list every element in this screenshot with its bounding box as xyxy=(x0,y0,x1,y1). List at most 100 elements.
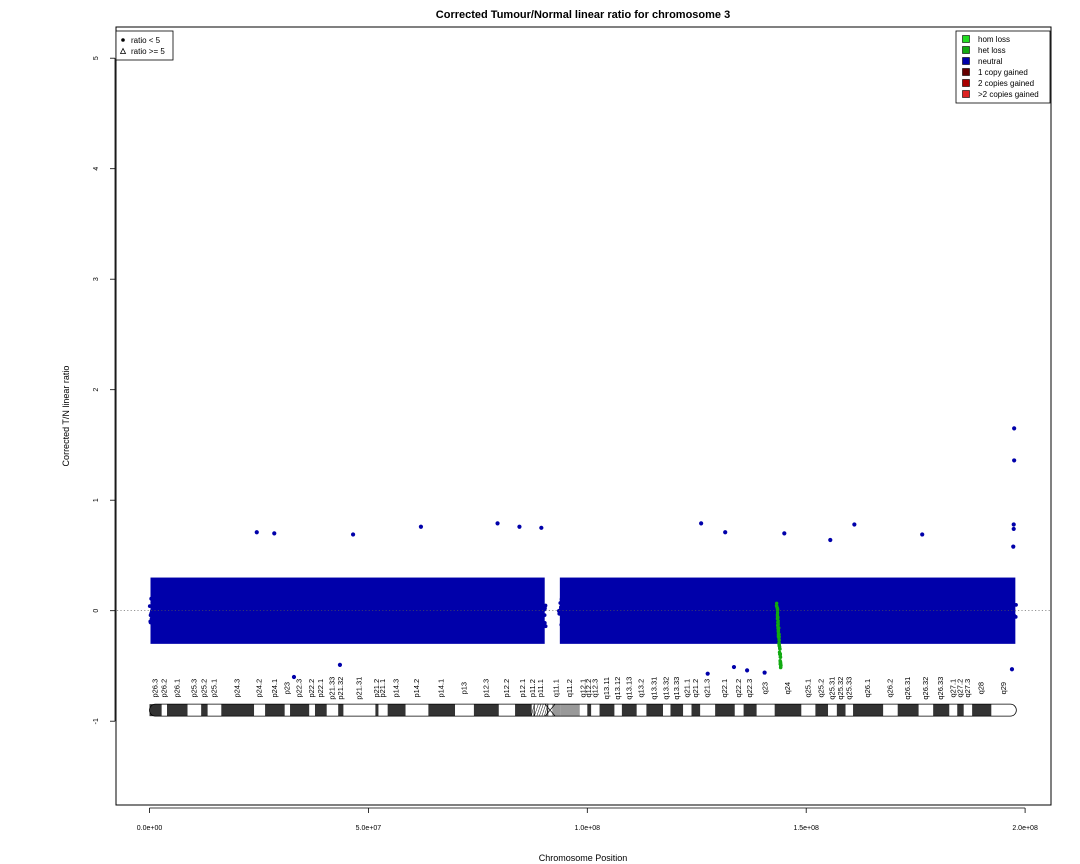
x-tick-label: 0.0e+00 xyxy=(137,825,163,832)
band-label: q26.31 xyxy=(903,677,912,700)
triangle-symbol xyxy=(119,47,127,54)
band-label: q21.2 xyxy=(691,679,700,698)
centromere xyxy=(544,703,556,717)
band-label: p25.3 xyxy=(189,679,198,698)
band-label: q26.2 xyxy=(885,679,894,698)
y-tick-label: 2 xyxy=(93,388,100,392)
ideogram-band xyxy=(845,704,854,717)
band-label: p21.2 xyxy=(372,679,381,698)
band-label: q12.1 xyxy=(579,679,588,698)
band-label: p21.31 xyxy=(354,677,363,700)
ideogram-band xyxy=(221,704,255,717)
band-label: q25.31 xyxy=(827,677,836,700)
ideogram-outline xyxy=(149,703,1017,717)
het-loss-point xyxy=(776,629,781,633)
point-legend-label: ratio >= 5 xyxy=(131,47,165,56)
band-label: q26.32 xyxy=(921,677,930,700)
band-label: p11.2 xyxy=(528,679,537,697)
band-label: q25.33 xyxy=(844,677,853,700)
band-label: p12.1 xyxy=(518,679,527,698)
legend-swatch xyxy=(962,79,970,87)
het-loss-point xyxy=(778,647,782,651)
het-loss-point xyxy=(778,655,783,659)
stalk-hatch xyxy=(534,704,539,717)
stalk-hatch xyxy=(544,704,549,717)
color-legend-label: 2 copies gained xyxy=(978,79,1034,88)
band-label: p21.1 xyxy=(378,679,387,698)
y-axis-label: Corrected T/N linear ratio xyxy=(61,366,71,467)
plot-frame xyxy=(115,26,1052,806)
axis-layer: 0.0e+00 5.0e+07 1.0e+08 1.5e+08 2.0e+08 -1 0 1 2… xyxy=(93,56,1050,832)
stalk-hatch xyxy=(541,704,547,717)
ideogram-band xyxy=(473,704,499,717)
legend-swatch xyxy=(962,57,970,65)
ideogram-band xyxy=(378,704,388,717)
band-label: q25.2 xyxy=(817,679,826,698)
outlier-point xyxy=(350,532,356,537)
band-label: q22.2 xyxy=(734,679,743,698)
band-label: q22.1 xyxy=(720,679,729,698)
ideogram-band xyxy=(161,704,168,717)
ideogram-band xyxy=(756,704,775,717)
band-label: q28 xyxy=(977,682,986,695)
ideogram-band xyxy=(309,704,315,717)
band-label: p22.1 xyxy=(316,679,325,698)
band-label: q24 xyxy=(783,682,792,695)
y-tick-label: 5 xyxy=(93,56,100,60)
band-label: p26.2 xyxy=(159,679,168,698)
outlier-point xyxy=(337,662,343,667)
ideogram-band xyxy=(587,704,592,717)
band-label: q25.1 xyxy=(803,679,812,698)
band-label: p21.32 xyxy=(336,677,345,700)
band-label: q21.1 xyxy=(682,679,691,698)
outlier-point xyxy=(782,531,787,536)
ideogram-band xyxy=(621,704,637,717)
outlier-point xyxy=(539,525,544,530)
ideogram-band xyxy=(187,704,202,717)
ideogram-band xyxy=(326,704,339,717)
ideogram-band xyxy=(933,704,950,717)
color-legend: hom loss het loss neutral 1 copy gained 2 co… xyxy=(955,30,1051,104)
legend-swatch xyxy=(962,46,970,54)
color-legend-label: hom loss xyxy=(978,35,1010,44)
band-label: p25.1 xyxy=(209,679,218,698)
ideogram-band xyxy=(836,704,846,717)
ideogram-band xyxy=(715,704,735,717)
ideogram-band xyxy=(957,704,964,717)
ideogram-band xyxy=(636,704,647,717)
het-loss-point xyxy=(778,652,782,656)
ideogram-band xyxy=(801,704,816,717)
outlier-point xyxy=(828,537,833,543)
legend-swatch xyxy=(962,68,970,76)
outlier-point xyxy=(517,524,522,529)
outlier-point xyxy=(705,671,710,676)
band-label: q26.33 xyxy=(936,677,945,700)
y-tick-label: -1 xyxy=(93,718,100,724)
ideogram-band xyxy=(815,704,829,717)
ideogram-band xyxy=(991,704,1017,717)
band-label: p24.1 xyxy=(270,679,279,698)
ideogram-band xyxy=(375,704,379,717)
outlier-point xyxy=(1011,522,1016,527)
color-legend-label: neutral xyxy=(978,57,1003,66)
color-legend-label: het loss xyxy=(978,46,1006,55)
het-loss-point xyxy=(777,638,781,642)
ideogram-band xyxy=(918,704,934,717)
het-loss-point xyxy=(779,664,783,669)
legend-swatch xyxy=(962,90,970,98)
ideogram-band xyxy=(265,704,285,717)
outlier-point xyxy=(1011,544,1016,549)
outlier-point xyxy=(723,530,728,535)
ideogram-band xyxy=(743,704,757,717)
band-label: p12.3 xyxy=(481,679,490,698)
band-label: q13.11 xyxy=(602,677,611,699)
ideogram-band xyxy=(314,704,327,717)
band-label: q22.3 xyxy=(745,679,754,698)
ideogram-band xyxy=(828,704,837,717)
ideogram-band xyxy=(560,704,580,717)
ideogram-band xyxy=(387,704,406,717)
outlier-point xyxy=(699,521,704,526)
band-label: p14.3 xyxy=(392,679,401,698)
color-legend-label: 1 copy gained xyxy=(978,68,1028,77)
